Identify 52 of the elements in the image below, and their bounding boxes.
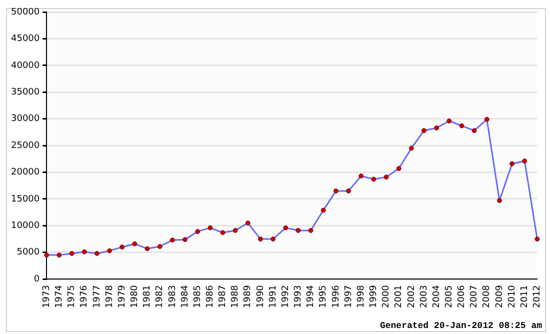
x-tick-label: 1997 [344, 285, 354, 308]
x-tick-label: 1999 [369, 284, 380, 308]
x-tick-label: 2001 [394, 285, 404, 308]
y-tick-label: 50000 [10, 7, 40, 18]
y-tick-label: 45000 [10, 34, 40, 44]
x-tick-label: 2006 [457, 284, 468, 308]
x-tick-label: 1976 [80, 284, 90, 308]
x-tick-label: 1985 [192, 285, 203, 308]
x-tick-label: 1992 [280, 285, 291, 308]
x-tick-label: 1979 [117, 284, 128, 308]
x-tick-label: 1983 [168, 285, 178, 308]
x-tick-label: 1977 [92, 285, 102, 308]
x-tick-label: 1982 [155, 285, 166, 308]
y-tick-label: 35000 [10, 87, 40, 98]
x-tick-label: 1994 [306, 284, 316, 308]
y-tick-label: 20000 [10, 168, 40, 178]
x-tick-label: 2011 [520, 285, 530, 308]
x-tick-label: 1993 [294, 285, 304, 308]
x-tick-label: 1987 [218, 285, 228, 308]
text: Generated 20-Jan-2012 08:25 am [380, 320, 543, 331]
x-tick-label: 2010 [507, 284, 518, 308]
x-tick-label: 1975 [67, 285, 78, 308]
x-tick-label: 2004 [432, 284, 442, 308]
x-tick-label: 1974 [54, 284, 65, 308]
y-tick-label: 40000 [10, 60, 40, 71]
x-tick-label: 1989 [243, 284, 254, 308]
x-tick-label: 1978 [104, 284, 115, 308]
x-tick-label: 2000 [382, 284, 392, 308]
x-tick-label: 2002 [406, 285, 417, 308]
y-tick-label: 10000 [10, 221, 40, 232]
x-tick-label: 1984 [180, 284, 190, 308]
y-tick-label: 5000 [16, 248, 40, 258]
x-tick-label: 2005 [444, 285, 454, 308]
x-tick-label: 1986 [205, 284, 216, 308]
y-tick-label: 15000 [10, 194, 40, 204]
x-tick-label: 1996 [331, 284, 342, 308]
x-tick-label: 1998 [356, 284, 366, 308]
x-tick-label: 1991 [268, 285, 278, 308]
x-tick-label: 1988 [230, 284, 241, 308]
y-tick-label: 30000 [10, 114, 40, 124]
x-tick-label: 1981 [142, 285, 153, 308]
y-tick-label: 0 [34, 274, 40, 284]
x-tick-label: 1980 [130, 284, 140, 308]
x-tick-label: 1995 [318, 285, 329, 308]
x-tick-label: 2012 [532, 285, 543, 308]
x-tick-label: 2007 [470, 285, 480, 308]
x-tick-label: 2003 [419, 285, 430, 308]
x-tick-label: 2008 [482, 284, 492, 308]
y-tick-label: 25000 [10, 140, 40, 151]
x-tick-label: 1990 [256, 284, 266, 308]
x-tick-label: 2009 [494, 284, 505, 308]
x-tick-label: 1973 [42, 285, 52, 308]
